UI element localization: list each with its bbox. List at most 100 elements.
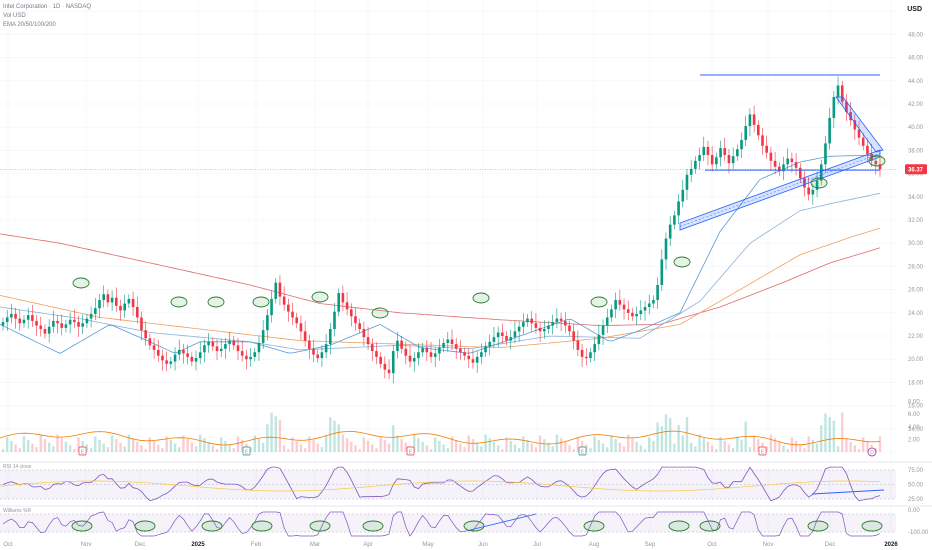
earnings-flag-label: E bbox=[761, 450, 765, 456]
chart-title[interactable]: Intel Corporation · 1D · NASDAQ bbox=[3, 4, 92, 10]
volume-bar bbox=[266, 424, 269, 452]
candle-body bbox=[673, 215, 676, 225]
candle-body bbox=[169, 361, 173, 364]
rsi-title: RSI 14 close bbox=[3, 464, 32, 470]
volume-bar bbox=[463, 447, 466, 452]
oversold-ellipse bbox=[668, 520, 690, 532]
volume-bar bbox=[685, 417, 689, 452]
volume-bar bbox=[593, 436, 596, 452]
trend-drawings[interactable] bbox=[72, 74, 886, 319]
volume-bar bbox=[186, 439, 189, 452]
volume-bar bbox=[715, 449, 718, 452]
candle-body bbox=[631, 312, 634, 317]
volume-bar bbox=[459, 443, 462, 452]
volume-bar bbox=[228, 444, 231, 452]
volume-legend[interactable]: Vol USD bbox=[3, 13, 26, 19]
candle-body bbox=[140, 317, 143, 331]
candle-body bbox=[182, 349, 185, 354]
dividend-flag bbox=[867, 447, 877, 457]
volume-bar bbox=[857, 449, 861, 452]
candle-body bbox=[31, 315, 34, 321]
candle-body bbox=[228, 340, 231, 345]
volume-pane: 8.00 6.00 4.00 2.00 E E E E E D bbox=[0, 400, 920, 457]
candle-body bbox=[26, 315, 30, 320]
volume-bar bbox=[73, 449, 76, 452]
candle-body bbox=[299, 323, 303, 332]
volume-bar bbox=[820, 425, 823, 452]
volume-bar bbox=[203, 438, 206, 452]
volume-bar bbox=[484, 434, 487, 452]
rising-channel bbox=[679, 149, 881, 231]
volume-bar bbox=[291, 437, 294, 452]
volume-bar bbox=[853, 445, 857, 452]
candle-body bbox=[18, 318, 22, 324]
volume-bar bbox=[278, 419, 282, 452]
volume-bar bbox=[324, 435, 328, 452]
rsi-ma-line bbox=[0, 480, 881, 492]
highlight-ellipse bbox=[170, 296, 188, 308]
volume-bar bbox=[769, 434, 773, 452]
candle-body bbox=[836, 85, 840, 98]
volume-bar bbox=[543, 439, 546, 452]
volume-bar bbox=[618, 442, 622, 452]
volume-bar bbox=[689, 442, 693, 452]
volume-bar bbox=[551, 446, 554, 452]
volume-bar bbox=[723, 440, 726, 452]
lower-tick-label: -100.00 bbox=[908, 530, 929, 536]
candle-body bbox=[333, 311, 336, 330]
volume-bar bbox=[131, 438, 135, 452]
volume-bar bbox=[803, 448, 806, 452]
time-tick-label: 2025 bbox=[191, 542, 205, 548]
candle-body bbox=[341, 293, 345, 303]
currency-label[interactable]: USD bbox=[907, 6, 922, 13]
volume-bar bbox=[547, 442, 550, 452]
candle-body bbox=[152, 345, 156, 350]
falling-channel bbox=[835, 96, 884, 153]
candle-body bbox=[73, 319, 76, 323]
candle-body bbox=[135, 307, 139, 318]
volume-bar bbox=[26, 440, 30, 452]
candle-body bbox=[110, 297, 114, 303]
rsi-pane: RSI 14 close 75.00 50.00 25.00 bbox=[0, 461, 932, 503]
volume-bar bbox=[396, 435, 399, 452]
candle-body bbox=[563, 320, 567, 326]
volume-bar bbox=[379, 436, 382, 452]
candle-body bbox=[639, 310, 643, 314]
volume-bar bbox=[152, 440, 156, 452]
candle-body bbox=[81, 323, 85, 327]
candle-body bbox=[114, 297, 118, 306]
volume-bar bbox=[706, 441, 710, 452]
candle-body bbox=[370, 344, 374, 352]
candle-body bbox=[593, 344, 596, 353]
candle-body bbox=[568, 325, 571, 332]
candle-body bbox=[68, 319, 72, 325]
volume-bar bbox=[10, 440, 13, 452]
time-tick-label: Jul bbox=[533, 542, 541, 548]
price-axis[interactable]: 48.00 46.00 44.00 42.00 40.00 38.00 36.00 34.00… bbox=[0, 32, 927, 433]
candle-body bbox=[740, 139, 743, 150]
time-axis[interactable]: Oct Nov Dec 2025 Feb Mar Apr May Jun Jul Aug Sep Oct… bbox=[3, 542, 898, 548]
highlight-ellipse bbox=[207, 296, 225, 308]
candle-body bbox=[597, 334, 601, 345]
volume-bar bbox=[794, 440, 798, 452]
volume-bar bbox=[622, 446, 626, 452]
volume-bar bbox=[660, 426, 663, 452]
volume-bar bbox=[81, 440, 84, 452]
volume-bar bbox=[123, 446, 126, 452]
volume-bar bbox=[597, 440, 601, 452]
volume-bar bbox=[849, 441, 852, 452]
candle-body bbox=[492, 337, 496, 342]
volume-bar bbox=[77, 437, 80, 452]
candle-body bbox=[488, 341, 492, 347]
ema-legend[interactable]: EMA 20/50/100/200 bbox=[3, 22, 56, 28]
oversold-ellipse bbox=[362, 520, 384, 532]
candle-body bbox=[190, 356, 194, 362]
volume-bar bbox=[698, 434, 701, 452]
volume-bar bbox=[778, 441, 781, 452]
candle-body bbox=[656, 284, 659, 301]
volume-bar bbox=[261, 442, 265, 452]
earnings-flag bbox=[758, 446, 767, 456]
volume-bar bbox=[727, 444, 731, 452]
volume-bar bbox=[736, 436, 739, 452]
